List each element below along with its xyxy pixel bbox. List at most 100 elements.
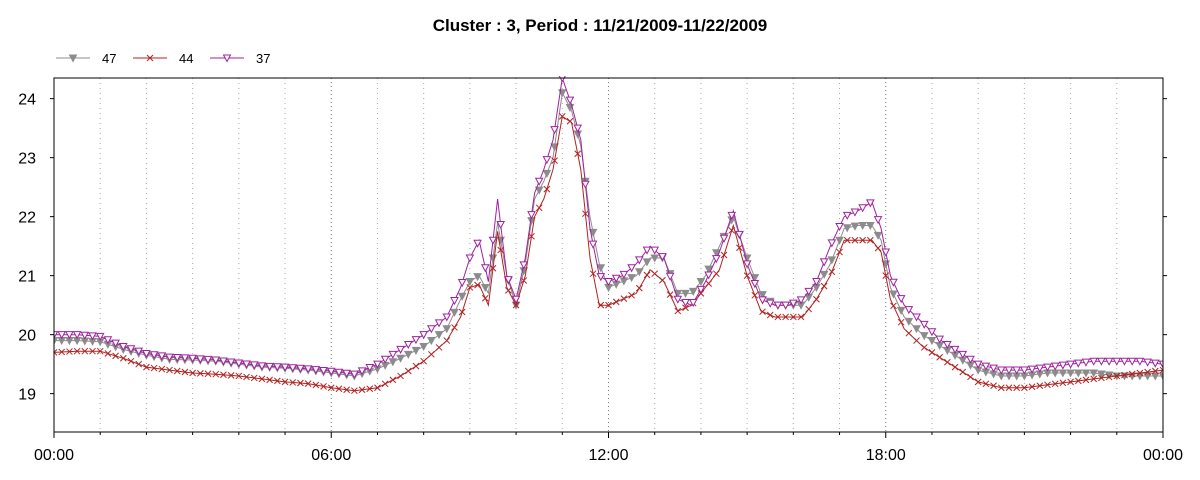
- series-point-44: [1136, 369, 1144, 377]
- series-point-47: [534, 186, 544, 195]
- legend-item-44: 44: [133, 51, 193, 66]
- series-point-44: [666, 291, 674, 299]
- series-point-44: [412, 362, 420, 370]
- series-point-44: [150, 364, 158, 372]
- legend-label: 47: [102, 51, 116, 66]
- series-point-37: [935, 335, 944, 344]
- x-tick-label: 18:00: [866, 447, 906, 464]
- series-point-37: [696, 285, 706, 294]
- series-point-44: [335, 385, 343, 393]
- legend: 47 44 37: [56, 51, 270, 66]
- series-point-37: [950, 345, 960, 354]
- series-point-47: [850, 222, 860, 231]
- series-point-44: [759, 308, 766, 316]
- series-point-44: [720, 251, 728, 259]
- series-point-37: [889, 278, 898, 287]
- legend-label: 44: [179, 51, 193, 66]
- series-point-37: [735, 230, 744, 239]
- series-point-37: [1089, 357, 1099, 366]
- series-point-37: [773, 301, 783, 310]
- series-point-37: [1035, 364, 1045, 373]
- series-point-37: [118, 342, 128, 352]
- series-point-37: [665, 272, 675, 281]
- series-point-37: [419, 331, 429, 340]
- series-point-44: [582, 210, 589, 218]
- series-point-44: [928, 348, 936, 356]
- series-point-44: [620, 295, 628, 302]
- series-point-37: [650, 246, 660, 255]
- series-point-47: [411, 346, 421, 355]
- series-point-37: [1012, 366, 1022, 375]
- series-point-44: [374, 384, 381, 392]
- series-point-37: [534, 177, 544, 186]
- series-point-37: [180, 354, 190, 363]
- series-point-37: [1050, 362, 1060, 371]
- series-point-37: [342, 369, 351, 378]
- series-point-37: [1043, 363, 1052, 372]
- series-point-37: [265, 362, 274, 371]
- series-point-44: [736, 244, 743, 252]
- series-point-37: [958, 350, 968, 359]
- series-point-47: [419, 342, 429, 352]
- series-point-44: [481, 294, 489, 302]
- series-point-37: [966, 355, 975, 364]
- series-47: [54, 89, 1163, 381]
- series-point-44: [1159, 366, 1163, 374]
- series-point-44: [381, 380, 389, 388]
- series-point-47: [912, 325, 921, 334]
- series-point-44: [574, 150, 582, 158]
- series-point-44: [743, 272, 751, 280]
- series-point-47: [396, 354, 405, 363]
- series-point-44: [281, 378, 289, 386]
- series-point-44: [1082, 376, 1090, 384]
- series-point-37: [550, 126, 559, 135]
- series-point-44: [566, 117, 574, 125]
- legend-marker: [222, 54, 232, 63]
- series-point-37: [781, 301, 790, 310]
- series-point-44: [1090, 375, 1098, 383]
- series-point-44: [1067, 378, 1074, 386]
- series-point-37: [596, 273, 606, 282]
- series-point-44: [1051, 380, 1059, 388]
- y-tick-label: 20: [18, 328, 36, 345]
- series-point-47: [681, 289, 690, 298]
- series-point-44: [936, 353, 944, 361]
- series-point-44: [135, 360, 143, 368]
- series-point-44: [58, 348, 66, 356]
- series-point-47: [465, 278, 475, 287]
- series-point-44: [1028, 383, 1036, 391]
- series-point-37: [511, 295, 521, 304]
- x-tick-label: 00:00: [1143, 447, 1183, 464]
- series-point-47: [696, 278, 706, 287]
- series-point-37: [619, 270, 629, 279]
- series-point-47: [388, 358, 398, 367]
- series-point-47: [927, 337, 937, 346]
- legend-item-47: 47: [56, 51, 116, 66]
- series-point-44: [204, 370, 212, 378]
- series-point-47: [650, 254, 660, 263]
- series-point-44: [189, 369, 196, 377]
- series-point-37: [311, 366, 321, 375]
- series-point-47: [427, 337, 436, 346]
- series-point-44: [443, 337, 451, 344]
- series-37: [54, 76, 1163, 379]
- series-point-44: [489, 264, 497, 272]
- series-point-37: [234, 359, 244, 368]
- series-point-44: [1013, 384, 1021, 392]
- legend-item-37: 37: [210, 51, 270, 66]
- series-point-44: [435, 344, 443, 351]
- series-point-37: [750, 280, 760, 289]
- series-point-44: [451, 324, 458, 331]
- series-point-37: [973, 360, 983, 369]
- series-point-37: [280, 363, 290, 372]
- series-point-37: [634, 256, 644, 265]
- series-point-37: [1104, 357, 1114, 366]
- series-point-44: [143, 363, 150, 371]
- series-point-44: [897, 318, 905, 326]
- series-point-44: [651, 270, 659, 278]
- series-point-37: [103, 336, 113, 345]
- series-point-44: [967, 373, 974, 381]
- series-point-37: [142, 350, 151, 359]
- series-point-37: [473, 239, 482, 248]
- series-point-44: [789, 313, 797, 321]
